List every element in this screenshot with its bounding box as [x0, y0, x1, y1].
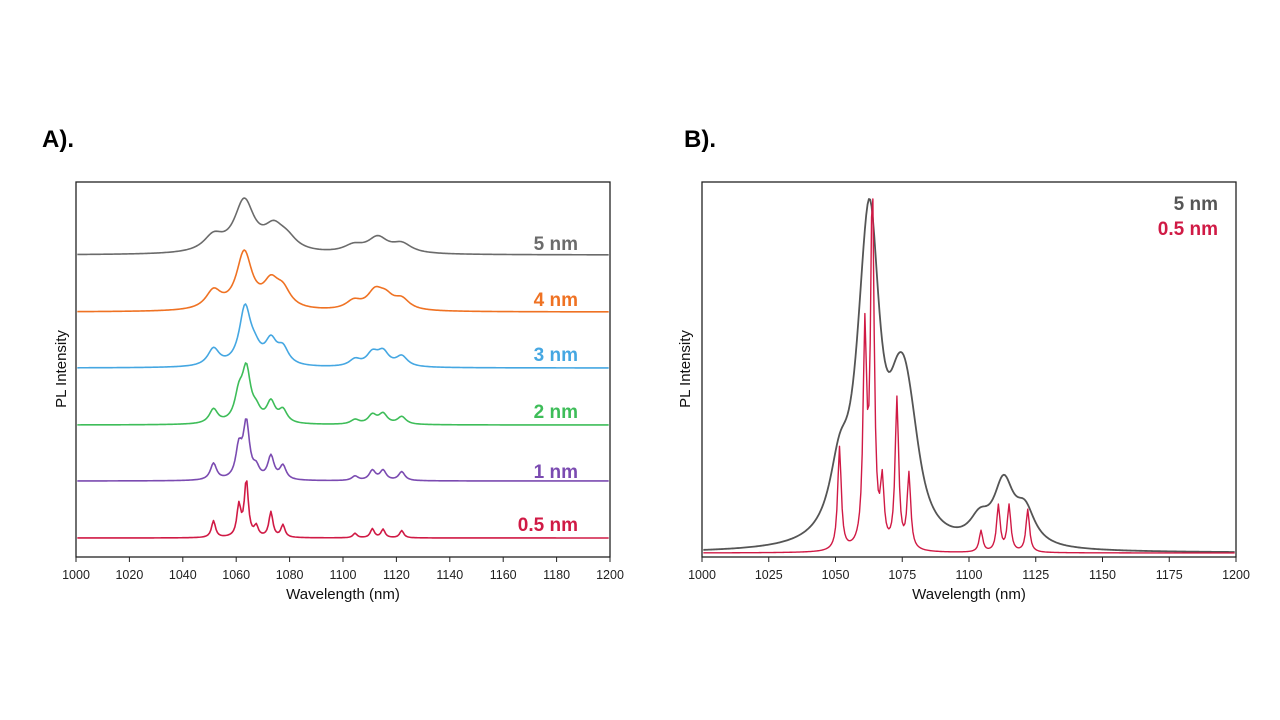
panel-a-x-tick-label-1200: 1200 — [596, 568, 624, 582]
panel-a-series-labels: 5 nm 4 nm 3 nm 2 nm 1 nm 0.5 nm — [518, 234, 578, 536]
panel-a-x-ticks: 1000 1020 1040 1060 1080 1100 1120 1140 1160 1180… — [62, 557, 624, 582]
panel-b-x-tick-label-1175: 1175 — [1156, 568, 1183, 582]
panel-a-series-line-2-nm — [77, 362, 609, 426]
panel-a-series-label-0-5-nm: 0.5 nm — [518, 515, 578, 536]
panel-b-series-line-5-nm — [703, 198, 1235, 553]
panel-a-x-axis-label: Wavelength (nm) — [286, 586, 400, 603]
panel-a-x-tick-label-1000: 1000 — [62, 568, 90, 582]
panel-a-series-label-5-nm: 5 nm — [534, 234, 578, 255]
panel-a-series-line-0-5-nm — [77, 480, 609, 539]
panel-a-series-line-5-nm — [77, 197, 609, 256]
panel-b-x-tick-label-1200: 1200 — [1222, 568, 1250, 582]
panel-b-series-labels: 5 nm 0.5 nm — [1158, 194, 1218, 240]
panel-a: A). 5 nm4 nm3 nm2 nm1 nm0.5 nm 1000 1020 1… — [42, 126, 624, 603]
panel-b: B). 5 nm0.5 nm 1000 1025 1050 1075 1100 1125 1… — [677, 126, 1250, 603]
panel-b-y-axis-label: PL Intensity — [677, 330, 694, 408]
panel-b-x-ticks: 1000 1025 1050 1075 1100 1125 1150 1175 1200 — [688, 557, 1250, 582]
panel-a-series-line-4-nm — [77, 249, 609, 313]
panel-a-x-tick-label-1020: 1020 — [115, 568, 143, 582]
panel-b-x-tick-label-1125: 1125 — [1022, 568, 1049, 582]
panel-a-series-label-3-nm: 3 nm — [534, 345, 578, 366]
panel-b-x-tick-label-1150: 1150 — [1089, 568, 1116, 582]
panel-b-series-line-0-5-nm — [703, 198, 1235, 554]
panel-b-x-tick-label-1025: 1025 — [755, 568, 783, 582]
panel-a-x-tick-label-1080: 1080 — [276, 568, 304, 582]
panel-a-x-tick-label-1100: 1100 — [330, 568, 357, 582]
panel-a-x-tick-label-1140: 1140 — [436, 568, 463, 582]
panel-b-x-tick-label-1000: 1000 — [688, 568, 716, 582]
panel-a-label: A). — [42, 126, 74, 153]
panel-a-series-label-1-nm: 1 nm — [534, 462, 578, 483]
panel-a-series-label-2-nm: 2 nm — [534, 402, 578, 423]
panel-a-x-tick-label-1180: 1180 — [543, 568, 570, 582]
panel-b-series-label-5-nm: 5 nm — [1174, 194, 1218, 215]
panel-b-x-tick-label-1100: 1100 — [956, 568, 983, 582]
panel-b-series-label-0-5-nm: 0.5 nm — [1158, 219, 1218, 240]
panel-b-x-axis-label: Wavelength (nm) — [912, 586, 1026, 603]
panel-a-traces — [77, 197, 609, 539]
panel-a-y-axis-label: PL Intensity — [53, 330, 70, 408]
panel-a-x-tick-label-1060: 1060 — [222, 568, 250, 582]
panel-b-x-tick-label-1050: 1050 — [822, 568, 850, 582]
panel-b-x-tick-label-1075: 1075 — [888, 568, 916, 582]
panel-a-series-line-3-nm — [77, 303, 609, 369]
panel-b-traces — [703, 198, 1235, 554]
panel-a-x-tick-label-1160: 1160 — [490, 568, 517, 582]
panel-a-series-label-4-nm: 4 nm — [534, 290, 578, 311]
panel-a-x-tick-label-1040: 1040 — [169, 568, 197, 582]
panel-a-series-line-1-nm — [77, 418, 609, 482]
panel-a-x-tick-label-1120: 1120 — [383, 568, 410, 582]
panel-b-label: B). — [684, 126, 716, 153]
